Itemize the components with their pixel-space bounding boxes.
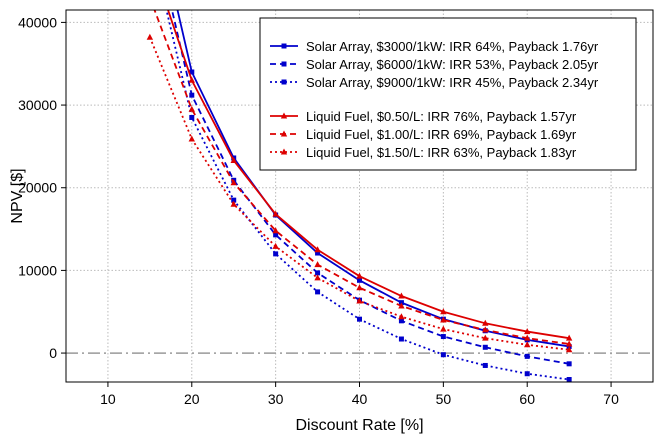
data-point [357,316,362,322]
x-tick-label: 40 [352,391,368,407]
data-point [230,156,237,163]
legend-label: Liquid Fuel, $1.50/L: IRR 63%, Payback 1… [306,145,577,160]
series-5 [153,10,573,347]
series-3 [165,10,572,382]
data-point [314,261,321,268]
data-point [315,250,321,256]
legend-item: Solar Array, $6000/1kW: IRR 53%, Payback… [270,57,599,72]
x-tick-label: 10 [100,391,116,407]
data-point [482,344,488,350]
data-point [398,302,405,309]
data-point [440,308,447,315]
series-4 [167,10,573,341]
data-point [482,319,489,326]
data-point [440,316,447,323]
data-point [231,197,237,203]
x-tick-label: 30 [268,391,284,407]
data-point [189,114,195,120]
series-group [146,10,573,382]
data-point [398,292,405,299]
legend-label: Solar Array, $9000/1kW: IRR 45%, Payback… [306,75,599,90]
data-point [524,353,530,359]
data-point [398,336,404,342]
legend-item: Liquid Fuel, $1.50/L: IRR 63%, Payback 1… [270,145,577,160]
legend: Solar Array, $3000/1kW: IRR 64%, Payback… [259,17,637,171]
data-point [188,105,195,112]
data-point [524,334,531,341]
data-point [524,371,530,377]
legend-marker [281,79,287,85]
legend-item: Liquid Fuel, $0.50/L: IRR 76%, Payback 1… [270,109,577,124]
y-tick-label: 10000 [18,262,57,278]
data-point [272,227,279,234]
data-point [440,352,446,358]
data-point [273,232,279,238]
data-point [565,340,573,347]
data-point [188,135,195,142]
grid [66,10,653,382]
legend-marker [280,112,288,119]
data-point [315,289,321,295]
data-point [356,272,363,279]
data-point [566,361,572,367]
legend-marker [280,148,288,155]
series-line [153,10,570,345]
data-point [482,362,488,368]
series-line [149,36,570,351]
data-point [314,246,321,253]
data-point [315,270,321,276]
data-point [482,326,489,333]
data-point [188,76,195,83]
data-point [565,334,573,341]
legend-item: Liquid Fuel, $1.00/L: IRR 69%, Payback 1… [270,127,577,142]
y-axis-label: NPV [$] [9,168,26,223]
legend-label: Solar Array, $6000/1kW: IRR 53%, Payback… [306,57,599,72]
data-point [356,297,363,304]
data-point [398,313,405,320]
y-tick-label: 30000 [18,97,57,113]
y-tick-label: 40000 [18,14,57,30]
data-point [356,284,363,291]
legend-label: Solar Array, $3000/1kW: IRR 64%, Payback… [306,39,599,54]
x-tick-label: 60 [519,391,535,407]
x-tick-label: 50 [436,391,452,407]
legend-item: Solar Array, $3000/1kW: IRR 64%, Payback… [270,39,599,54]
x-tick-label: 20 [184,391,200,407]
legend-marker [281,61,287,67]
data-point [398,318,404,324]
data-point [272,210,279,217]
x-axis-label: Discount Rate [%] [295,417,423,434]
data-point [440,334,446,340]
data-point [230,179,237,186]
series-6 [146,33,573,353]
legend-label: Liquid Fuel, $1.00/L: IRR 69%, Payback 1… [306,127,577,142]
x-tick-label: 70 [603,391,619,407]
data-point [524,328,531,335]
data-point [440,325,447,332]
legend-box [259,17,637,171]
y-tick-label: 20000 [18,180,57,196]
data-point [482,334,489,341]
data-point [272,242,279,249]
data-point [189,69,195,75]
data-point [189,92,195,98]
data-point [230,200,237,207]
data-point [357,277,362,283]
legend-label: Liquid Fuel, $0.50/L: IRR 76%, Payback 1… [306,109,577,124]
legend-item: Solar Array, $9000/1kW: IRR 45%, Payback… [270,75,599,90]
y-tick-label: 0 [49,345,57,361]
data-point [565,346,573,353]
axis-ticks: 10 20 30 40 50 60 70 0 10000 20000 30000 40000 [18,14,619,407]
legend-marker [280,130,288,137]
legend-marker [281,43,287,49]
data-point [566,377,572,382]
data-point [273,251,279,257]
data-point [314,274,321,281]
data-point [146,33,154,40]
data-point [524,341,531,348]
